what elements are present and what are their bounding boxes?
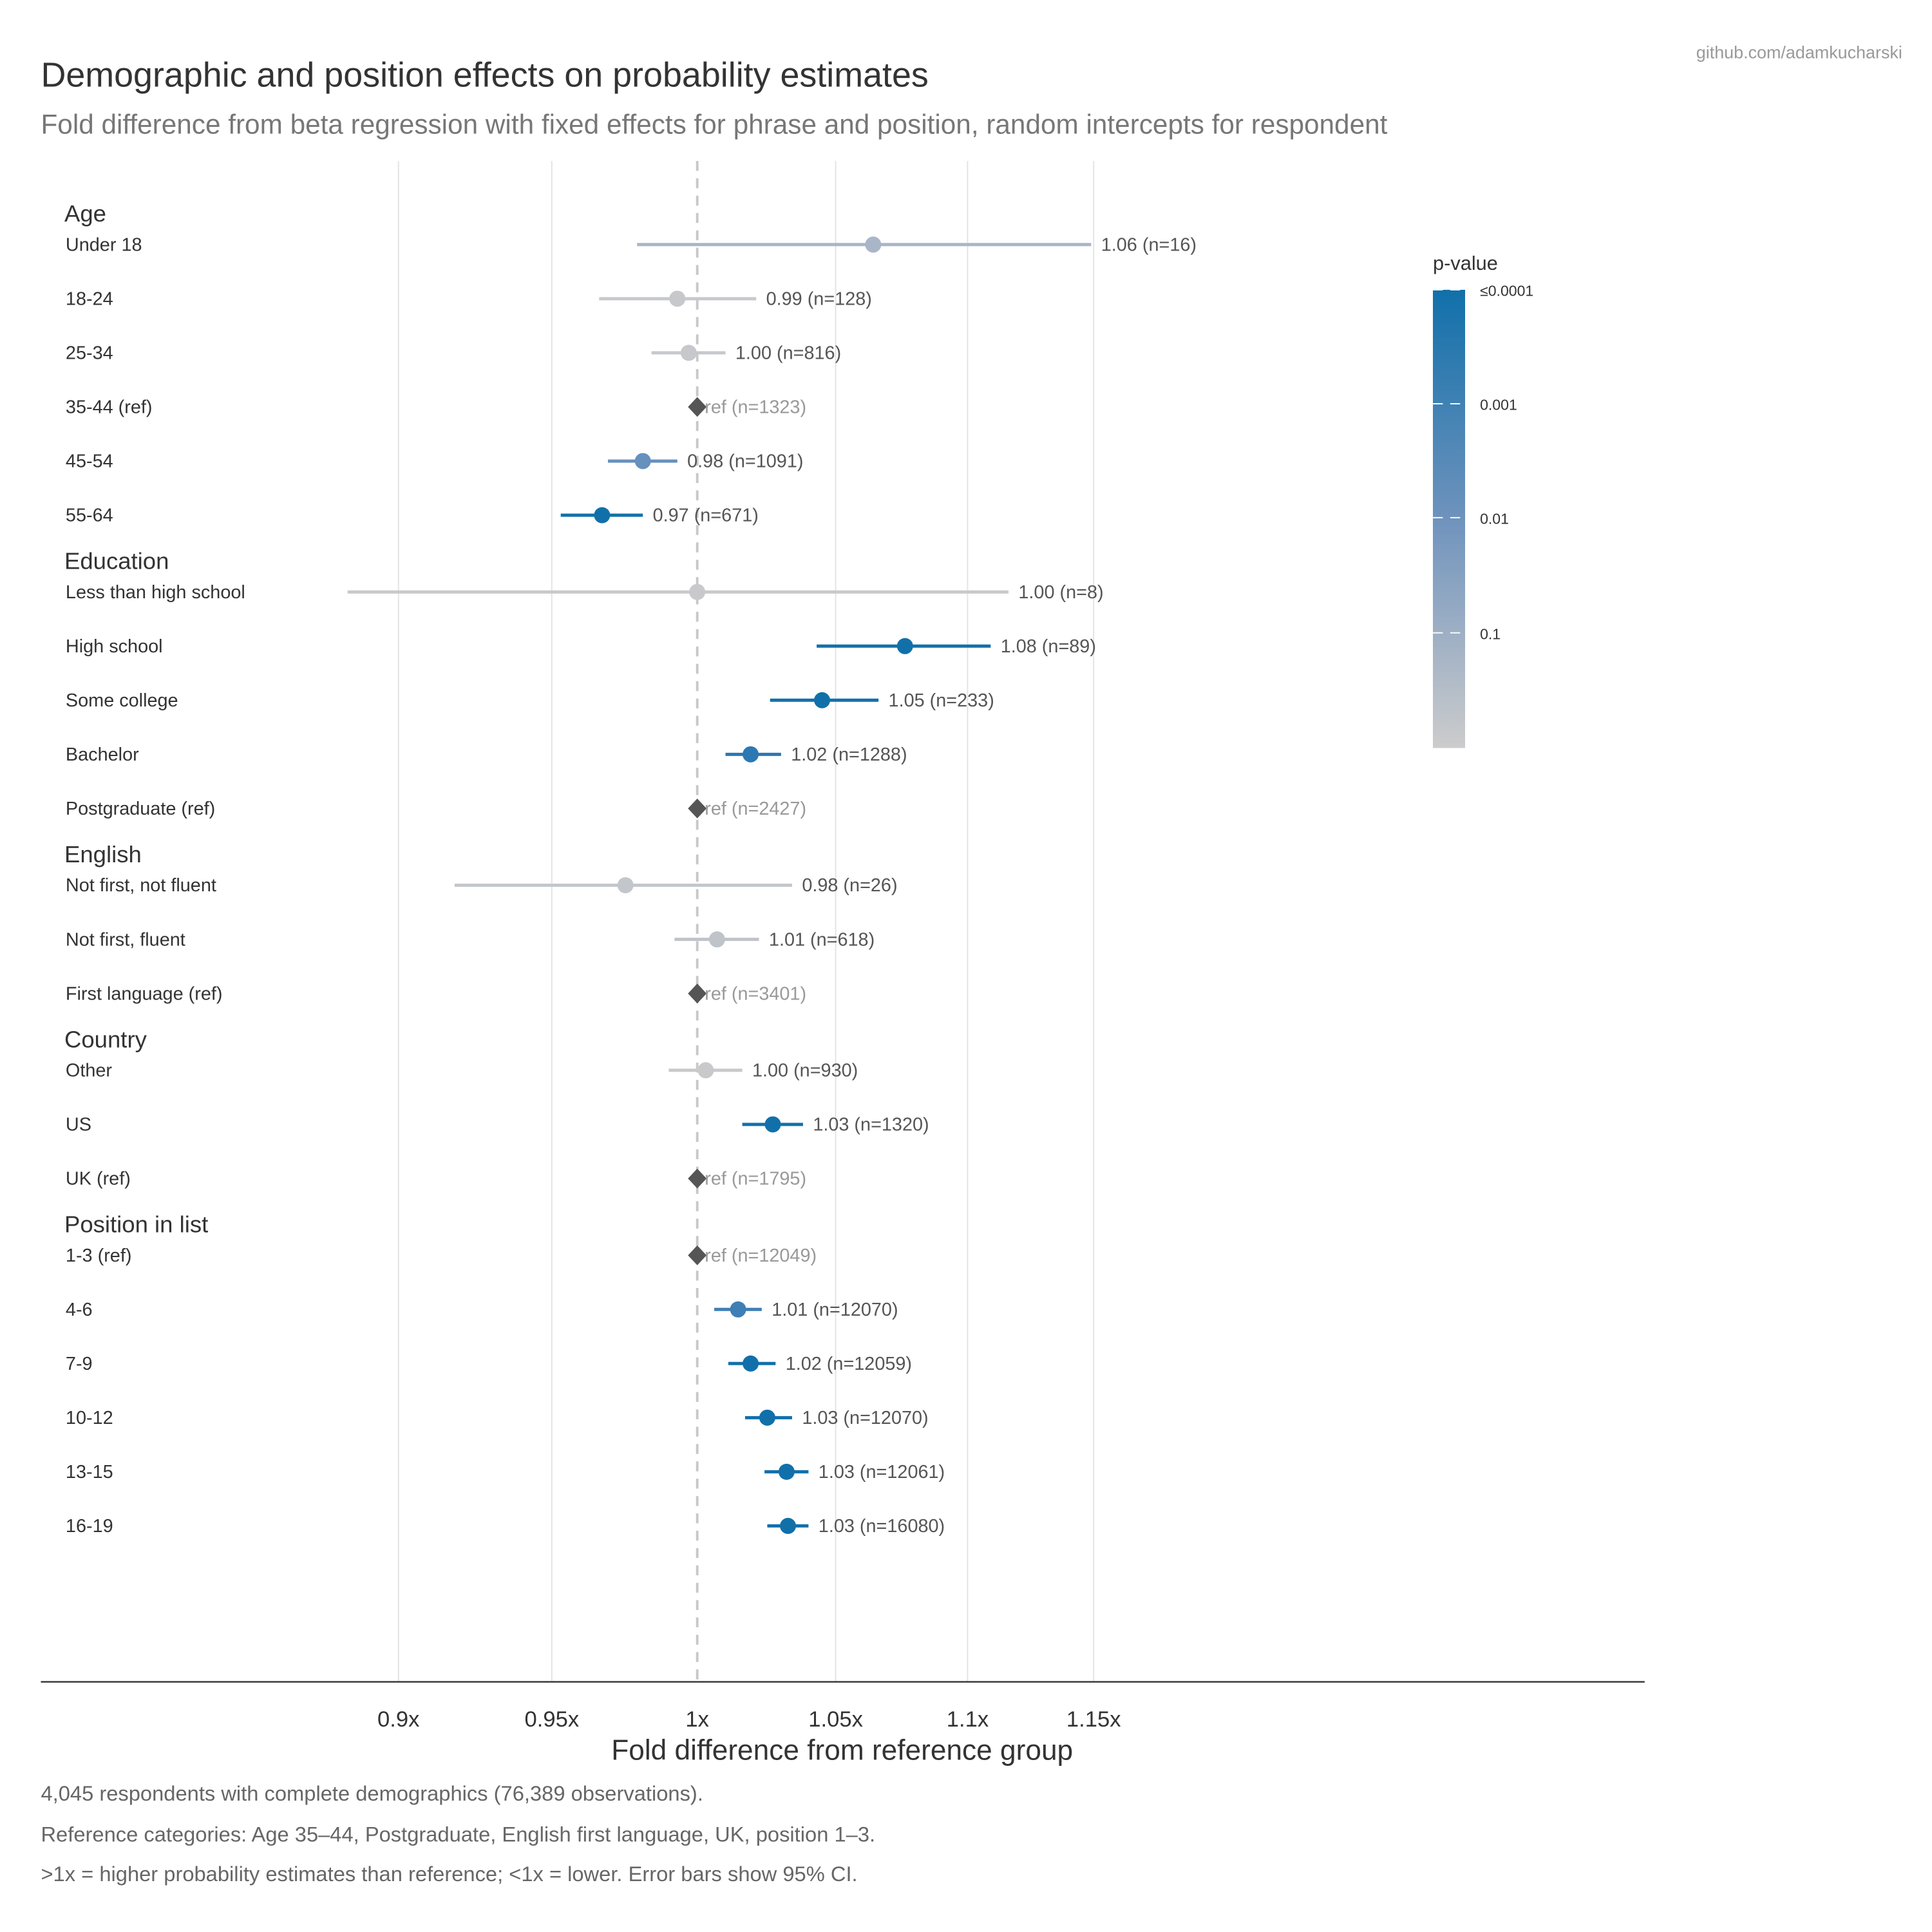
row-label: High school bbox=[66, 636, 163, 657]
value-label: 1.00 (n=816) bbox=[735, 343, 841, 364]
row-label: 16-19 bbox=[66, 1516, 113, 1537]
row-label: 13-15 bbox=[66, 1462, 113, 1482]
point-estimate bbox=[896, 638, 913, 654]
x-tick-label: 0.95x bbox=[524, 1707, 579, 1732]
row-label: US bbox=[66, 1115, 91, 1135]
value-label: 1.00 (n=930) bbox=[752, 1061, 858, 1081]
row-label: Not first, fluent bbox=[66, 929, 185, 950]
row-label: 10-12 bbox=[66, 1408, 113, 1428]
row-label: 25-34 bbox=[66, 343, 113, 364]
value-label: 1.01 (n=12070) bbox=[772, 1300, 898, 1320]
value-label: 1.03 (n=12061) bbox=[819, 1462, 945, 1482]
row-label: Less than high school bbox=[66, 582, 245, 603]
x-tick-label: 1.05x bbox=[808, 1707, 863, 1732]
value-label: 1.02 (n=12059) bbox=[786, 1354, 912, 1374]
point-estimate bbox=[634, 453, 651, 469]
value-label: 1.02 (n=1288) bbox=[791, 744, 907, 765]
row-label: 55-64 bbox=[66, 506, 113, 526]
footnote-3: >1x = higher probability estimates than … bbox=[41, 1862, 857, 1886]
point-estimate bbox=[680, 345, 697, 361]
legend-title: p-value bbox=[1433, 252, 1498, 274]
rows: Age Under 18 1.06 (n=16) 18-24 0.99 (n=128) 2… bbox=[64, 200, 1197, 1537]
row-label: 45-54 bbox=[66, 451, 113, 472]
row-label: 35-44 (ref) bbox=[66, 397, 153, 418]
value-label: 0.98 (n=26) bbox=[802, 875, 897, 896]
reference-marker bbox=[688, 1168, 707, 1189]
footnote-1: 4,045 respondents with complete demograp… bbox=[41, 1781, 703, 1805]
point-estimate bbox=[743, 1355, 759, 1372]
point-estimate bbox=[759, 1409, 775, 1426]
value-label: 1.06 (n=16) bbox=[1101, 234, 1197, 255]
legend-label: 0.1 bbox=[1480, 625, 1501, 642]
value-label: 0.99 (n=128) bbox=[766, 289, 872, 309]
reference-label: ref (n=3401) bbox=[705, 983, 806, 1004]
point-estimate bbox=[689, 583, 706, 600]
group-header: English bbox=[64, 841, 142, 867]
point-estimate bbox=[865, 236, 882, 253]
row-label: 1-3 (ref) bbox=[66, 1245, 132, 1266]
x-tick-label: 0.9x bbox=[377, 1707, 419, 1732]
legend-label: ≤0.0001 bbox=[1480, 283, 1533, 299]
row-label: 18-24 bbox=[66, 289, 113, 309]
point-estimate bbox=[743, 746, 759, 762]
x-tick-label: 1.15x bbox=[1066, 1707, 1121, 1732]
gridlines bbox=[397, 161, 1095, 1682]
reference-marker bbox=[688, 397, 707, 417]
value-label: 1.03 (n=1320) bbox=[813, 1115, 929, 1135]
point-estimate bbox=[780, 1517, 797, 1534]
x-axis-title: Fold difference from reference group bbox=[611, 1735, 1073, 1766]
row-label: Postgraduate (ref) bbox=[66, 799, 215, 819]
group-header: Position in list bbox=[64, 1211, 208, 1238]
row-label: 7-9 bbox=[66, 1354, 93, 1374]
point-estimate bbox=[730, 1301, 746, 1318]
row-label: First language (ref) bbox=[66, 983, 223, 1004]
reference-label: ref (n=12049) bbox=[705, 1245, 817, 1266]
x-ticks: 0.9x 0.95x 1x 1.05x 1.1x 1.15x bbox=[377, 1707, 1121, 1732]
reference-label: ref (n=1795) bbox=[705, 1169, 806, 1189]
point-estimate bbox=[708, 931, 725, 948]
chart-title: Demographic and position effects on prob… bbox=[41, 56, 928, 95]
group-header: Country bbox=[64, 1026, 147, 1052]
footnote-2: Reference categories: Age 35–44, Postgra… bbox=[41, 1823, 875, 1846]
value-label: 0.98 (n=1091) bbox=[687, 451, 803, 472]
credit: github.com/adamkucharski bbox=[1696, 43, 1902, 62]
reference-label: ref (n=1323) bbox=[705, 397, 806, 418]
row-label: Under 18 bbox=[66, 234, 142, 255]
legend-label: 0.01 bbox=[1480, 510, 1509, 527]
row-label: Bachelor bbox=[66, 744, 139, 765]
reference-marker bbox=[688, 983, 707, 1004]
point-estimate bbox=[778, 1463, 795, 1480]
chart-subtitle: Fold difference from beta regression wit… bbox=[41, 109, 1387, 140]
legend-colorbar bbox=[1433, 290, 1465, 748]
x-tick-label: 1.1x bbox=[947, 1707, 989, 1732]
value-label: 1.00 (n=8) bbox=[1018, 582, 1103, 603]
legend-label: 0.001 bbox=[1480, 397, 1517, 413]
reference-label: ref (n=2427) bbox=[705, 799, 806, 819]
reference-marker bbox=[688, 1245, 707, 1265]
value-label: 1.01 (n=618) bbox=[769, 929, 875, 950]
reference-marker bbox=[688, 799, 707, 819]
x-tick-label: 1x bbox=[685, 1707, 709, 1732]
value-label: 1.08 (n=89) bbox=[1001, 636, 1096, 657]
p-value-legend: p-value ≤0.0001 0.001 0.01 0.1 bbox=[1433, 252, 1533, 748]
point-estimate bbox=[814, 692, 831, 708]
group-header: Age bbox=[64, 200, 106, 227]
row-label: Some college bbox=[66, 690, 178, 711]
point-estimate bbox=[669, 290, 686, 307]
row-label: Not first, not fluent bbox=[66, 875, 216, 896]
group-header: Education bbox=[64, 548, 169, 574]
value-label: 1.03 (n=12070) bbox=[802, 1408, 928, 1428]
row-label: Other bbox=[66, 1061, 112, 1081]
point-estimate bbox=[617, 877, 634, 894]
value-label: 1.03 (n=16080) bbox=[819, 1516, 945, 1537]
point-estimate bbox=[697, 1062, 714, 1079]
point-estimate bbox=[594, 507, 611, 524]
point-estimate bbox=[764, 1116, 781, 1133]
value-label: 0.97 (n=671) bbox=[653, 506, 759, 526]
row-label: 4-6 bbox=[66, 1300, 93, 1320]
value-label: 1.05 (n=233) bbox=[889, 690, 994, 711]
row-label: UK (ref) bbox=[66, 1169, 131, 1189]
